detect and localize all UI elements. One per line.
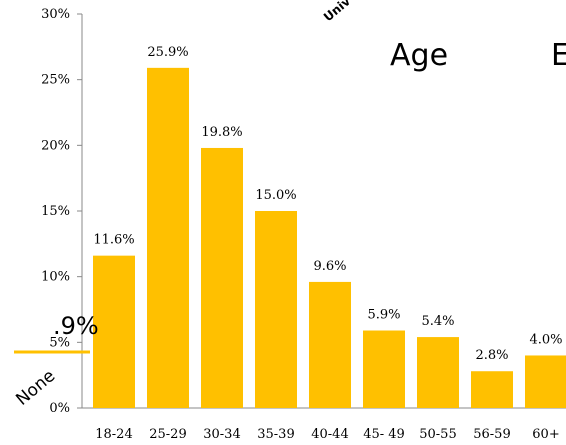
edge-letter: E (551, 38, 566, 73)
bar (93, 255, 135, 408)
category-label: 56-59 (473, 427, 510, 442)
bar (309, 281, 351, 408)
bar (525, 355, 566, 408)
y-tick-label: 30% (41, 7, 70, 22)
data-label: 4.0% (529, 332, 562, 347)
y-tick-label: 20% (41, 138, 70, 153)
category-label: 18-24 (95, 427, 132, 442)
labels-layer: 11.6% 18-24 25.9% 25-29 19.8% 30-34 15.0% 35-39… (93, 45, 562, 442)
category-label: 25-29 (149, 427, 186, 442)
category-label: 30-34 (203, 427, 240, 442)
category-label: 35-39 (257, 427, 294, 442)
bar (363, 330, 405, 408)
data-label: 15.0% (255, 188, 296, 203)
bar (417, 337, 459, 408)
bar (255, 211, 297, 408)
data-label: 25.9% (147, 45, 188, 60)
category-label: 50-55 (419, 427, 456, 442)
y-tick-label: 0% (49, 401, 70, 416)
category-label: 40-44 (311, 427, 348, 442)
bar (147, 67, 189, 408)
category-label: 60+ (532, 427, 559, 442)
data-label: 9.6% (313, 259, 346, 274)
bar (471, 371, 513, 408)
rotated-top-text: Univ (321, 0, 353, 24)
y-tick-label: 15% (41, 204, 70, 219)
category-label: 45- 49 (363, 427, 405, 442)
data-label: 5.4% (421, 314, 454, 329)
bar (201, 147, 243, 408)
bars-layer (93, 67, 566, 408)
pct-fragment: .9% (53, 312, 99, 340)
y-tick-label: 25% (41, 73, 70, 88)
age-heading: Age (390, 38, 448, 73)
data-label: 5.9% (367, 308, 400, 323)
data-label: 2.8% (475, 348, 508, 363)
y-tick-label: 10% (41, 270, 70, 285)
data-label: 19.8% (201, 125, 242, 140)
data-label: 11.6% (93, 233, 134, 248)
y-tick-label: 5% (49, 335, 70, 350)
